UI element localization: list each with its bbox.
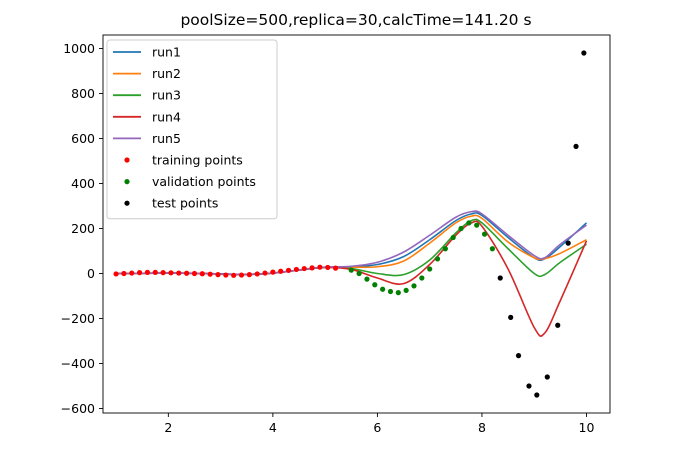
series-line-run1 [116, 212, 588, 276]
data-point-validation-points [380, 286, 386, 292]
plot-series-group [113, 50, 588, 398]
data-point-validation-points [387, 288, 394, 295]
y-tick-label: 600 [71, 131, 95, 146]
data-point-training-points [238, 272, 245, 278]
data-point-validation-points [442, 246, 448, 252]
data-point-training-points [113, 271, 119, 277]
x-tick-label: 8 [478, 420, 486, 435]
data-point-training-points [317, 264, 323, 270]
data-point-validation-points [466, 220, 472, 226]
data-point-validation-points [364, 276, 370, 282]
data-point-validation-points [419, 275, 425, 281]
data-point-test-points [508, 314, 514, 320]
data-point-validation-points [372, 282, 378, 288]
data-point-training-points [285, 267, 292, 273]
data-point-validation-points [427, 266, 433, 272]
data-point-validation-points [356, 270, 362, 277]
data-point-training-points [176, 270, 182, 276]
data-point-validation-points [434, 256, 441, 262]
data-point-training-points [191, 270, 198, 277]
data-point-training-points [207, 271, 213, 277]
legend-label-run5: run5 [152, 131, 181, 146]
legend-label-run1: run1 [152, 45, 181, 60]
data-point-validation-points [474, 222, 480, 228]
data-point-training-points [309, 265, 315, 271]
y-tick-label: −400 [61, 356, 95, 371]
data-point-test-points [565, 240, 571, 246]
data-point-training-points [301, 265, 307, 272]
legend-label-training-points: training points [152, 153, 243, 168]
data-point-test-points [544, 374, 550, 380]
legend-box [106, 39, 278, 220]
data-point-test-points [581, 50, 587, 56]
data-point-training-points [223, 272, 229, 278]
y-tick-label: −200 [61, 311, 95, 326]
series-line-run5 [116, 210, 587, 276]
data-point-test-points [497, 275, 503, 281]
data-point-training-points [144, 269, 151, 275]
x-tick-label: 4 [269, 420, 277, 435]
data-point-training-points [199, 271, 205, 277]
data-point-validation-points [458, 225, 464, 232]
data-point-training-points [160, 270, 166, 276]
data-point-test-points [534, 392, 540, 398]
data-point-training-points [332, 265, 339, 271]
data-point-training-points [152, 269, 158, 275]
y-tick-label: 400 [71, 176, 95, 191]
x-tick-label: 10 [579, 420, 595, 435]
data-point-training-points [293, 266, 299, 273]
legend-swatch-validation-points [124, 179, 130, 185]
data-point-training-points [215, 272, 221, 278]
y-tick-label: 1000 [63, 41, 95, 56]
data-point-training-points [184, 270, 190, 276]
legend-label-run3: run3 [152, 88, 181, 103]
y-tick-label: 800 [71, 86, 95, 101]
legend-label-validation-points: validation points [152, 174, 256, 189]
x-tick-label: 2 [164, 420, 172, 435]
data-point-training-points [270, 269, 276, 275]
data-point-validation-points [450, 234, 456, 241]
legend: run1 run2 run3 run4 run5 training points valid… [106, 39, 278, 220]
chart-title: poolSize=500,replica=30,calcTime=141.20 … [180, 11, 531, 29]
y-tick-label: 200 [71, 221, 95, 236]
data-point-training-points [121, 270, 127, 277]
data-point-training-points [246, 272, 252, 278]
data-point-training-points [325, 264, 331, 271]
legend-label-run2: run2 [152, 66, 181, 81]
data-point-test-points [555, 322, 561, 328]
plot-area [113, 50, 588, 398]
data-point-training-points [278, 268, 284, 274]
data-point-test-points [573, 143, 579, 149]
data-point-validation-points [348, 267, 354, 273]
data-point-training-points [254, 271, 260, 277]
data-point-validation-points [403, 287, 409, 293]
data-point-validation-points [481, 231, 488, 237]
legend-swatch-test-points [124, 200, 130, 206]
data-point-training-points [168, 270, 174, 276]
x-tick-label: 6 [373, 420, 381, 435]
data-point-training-points [136, 270, 143, 276]
legend-label-run4: run4 [152, 109, 181, 124]
y-tick-label: 0 [87, 266, 95, 281]
legend-swatch-training-points [124, 157, 130, 163]
data-point-training-points [129, 270, 135, 276]
axes: 2 4 6 8 10 −600 −400 −200 0 200 400 600 800 1000 [61, 34, 611, 435]
data-point-validation-points [489, 246, 495, 252]
data-point-validation-points [395, 290, 401, 296]
y-tick-label: −600 [61, 401, 95, 416]
data-point-test-points [515, 353, 522, 359]
data-point-training-points [231, 272, 237, 278]
axes-frame [102, 34, 611, 414]
data-point-validation-points [411, 283, 417, 289]
series-line-run4 [116, 220, 588, 337]
data-point-test-points [526, 383, 532, 389]
data-point-training-points [262, 270, 268, 276]
legend-label-test-points: test points [152, 196, 218, 211]
